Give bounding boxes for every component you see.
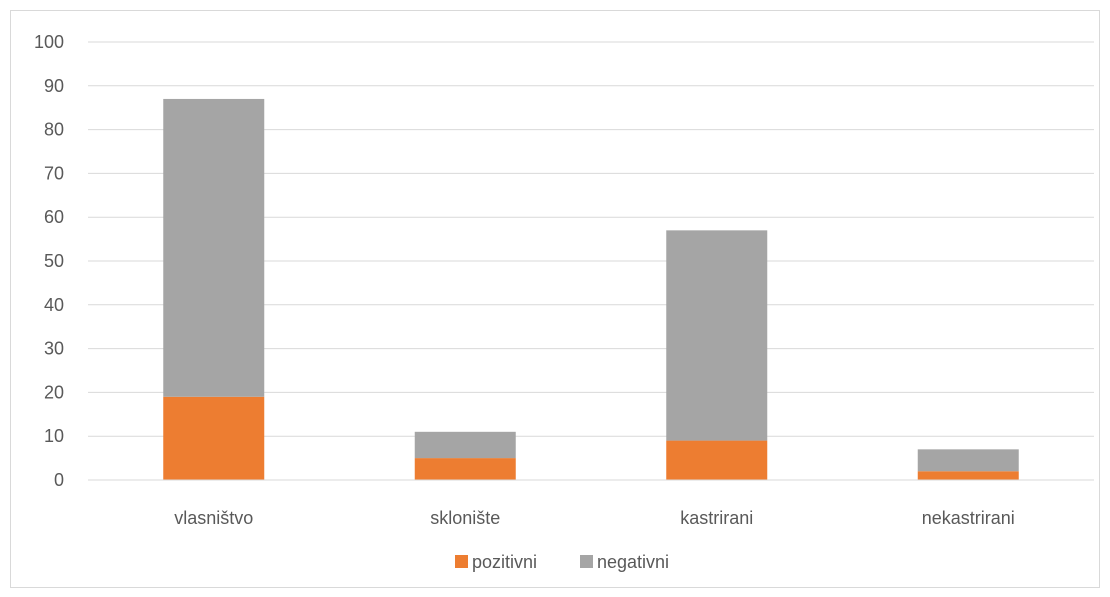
- y-tick-label: 100: [34, 32, 64, 52]
- legend-label-negativni: negativni: [597, 552, 669, 572]
- bars: [163, 98, 1019, 480]
- bar-negativni-1: [414, 431, 516, 459]
- y-tick-label: 50: [44, 251, 64, 271]
- legend-swatch-pozitivni: [455, 555, 468, 568]
- y-axis-ticks: 0 10 20 30 40 50 60 70 80 90 100: [34, 32, 64, 490]
- bar-pozitivni-2: [666, 440, 768, 480]
- bar-pozitivni-1: [414, 458, 516, 480]
- y-tick-label: 60: [44, 207, 64, 227]
- bar-negativni-3: [917, 449, 1019, 472]
- y-tick-label: 40: [44, 295, 64, 315]
- x-axis-categories: vlasništvo sklonište kastrirani nekastriran…: [174, 508, 1015, 528]
- bar-negativni-0: [163, 98, 265, 397]
- y-tick-label: 80: [44, 120, 64, 140]
- y-tick-label: 70: [44, 163, 64, 183]
- x-tick-label: sklonište: [430, 508, 500, 528]
- x-tick-label: kastrirani: [680, 508, 753, 528]
- y-tick-label: 20: [44, 382, 64, 402]
- bar-negativni-2: [666, 230, 768, 441]
- bar-pozitivni-3: [917, 471, 1019, 480]
- y-tick-label: 10: [44, 426, 64, 446]
- x-tick-label: vlasništvo: [174, 508, 253, 528]
- legend: pozitivni negativni: [455, 552, 669, 572]
- legend-swatch-negativni: [580, 555, 593, 568]
- y-tick-label: 0: [54, 470, 64, 490]
- bar-pozitivni-0: [163, 396, 265, 480]
- y-tick-label: 30: [44, 339, 64, 359]
- legend-label-pozitivni: pozitivni: [472, 552, 537, 572]
- x-tick-label: nekastrirani: [922, 508, 1015, 528]
- y-tick-label: 90: [44, 76, 64, 96]
